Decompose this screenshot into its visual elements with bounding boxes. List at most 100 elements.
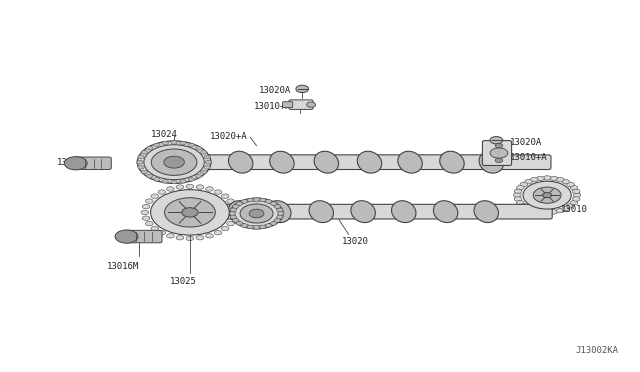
Circle shape: [171, 141, 177, 144]
Circle shape: [204, 155, 211, 159]
Ellipse shape: [269, 151, 294, 173]
Circle shape: [180, 179, 186, 183]
Circle shape: [141, 210, 148, 215]
Text: 13010+A: 13010+A: [510, 153, 548, 162]
Circle shape: [516, 186, 524, 190]
Circle shape: [230, 208, 236, 212]
FancyBboxPatch shape: [283, 102, 292, 108]
FancyBboxPatch shape: [124, 230, 162, 243]
Circle shape: [221, 194, 229, 198]
Circle shape: [227, 221, 234, 226]
Ellipse shape: [433, 201, 458, 222]
Circle shape: [171, 180, 177, 184]
Circle shape: [180, 141, 186, 145]
Text: 13024: 13024: [151, 130, 178, 139]
Circle shape: [276, 208, 283, 212]
Circle shape: [241, 200, 248, 203]
Circle shape: [158, 190, 166, 194]
Circle shape: [141, 150, 148, 154]
Circle shape: [145, 199, 153, 203]
Circle shape: [195, 174, 202, 178]
Ellipse shape: [228, 151, 253, 173]
FancyBboxPatch shape: [168, 204, 552, 219]
Circle shape: [147, 146, 153, 150]
Circle shape: [525, 206, 532, 211]
Circle shape: [307, 102, 316, 107]
Circle shape: [186, 184, 194, 189]
Ellipse shape: [351, 201, 376, 222]
Circle shape: [236, 202, 243, 205]
Text: J13002KA: J13002KA: [575, 346, 618, 355]
Circle shape: [515, 197, 522, 201]
Circle shape: [151, 227, 159, 231]
Text: 13020A: 13020A: [259, 86, 291, 95]
Circle shape: [205, 234, 213, 238]
Circle shape: [490, 137, 502, 144]
Circle shape: [490, 148, 508, 158]
Circle shape: [176, 185, 184, 189]
Ellipse shape: [474, 201, 499, 222]
Circle shape: [531, 208, 538, 213]
Circle shape: [232, 205, 239, 208]
Circle shape: [550, 176, 557, 180]
Ellipse shape: [314, 151, 339, 173]
Circle shape: [275, 205, 280, 208]
Circle shape: [495, 144, 502, 148]
Circle shape: [275, 219, 280, 222]
Text: 13016M: 13016M: [57, 158, 89, 167]
Circle shape: [276, 215, 283, 219]
Circle shape: [537, 210, 544, 214]
Circle shape: [230, 216, 237, 220]
Circle shape: [516, 201, 524, 205]
Circle shape: [204, 166, 211, 169]
Circle shape: [150, 190, 229, 235]
Text: 13010: 13010: [561, 205, 588, 214]
Text: 13010+A: 13010+A: [254, 102, 291, 110]
Circle shape: [271, 221, 276, 225]
FancyBboxPatch shape: [289, 100, 313, 109]
Circle shape: [182, 208, 198, 217]
Circle shape: [543, 176, 551, 180]
Circle shape: [230, 204, 237, 209]
Circle shape: [562, 180, 570, 184]
Circle shape: [260, 225, 266, 229]
Circle shape: [266, 200, 272, 203]
Circle shape: [195, 146, 202, 150]
Circle shape: [141, 170, 148, 174]
Ellipse shape: [479, 151, 504, 173]
Circle shape: [151, 149, 197, 175]
Circle shape: [231, 210, 239, 215]
Text: 13020A: 13020A: [510, 138, 543, 147]
Circle shape: [573, 193, 580, 198]
Circle shape: [572, 197, 580, 201]
Text: 13016M: 13016M: [107, 262, 140, 271]
Circle shape: [151, 194, 159, 198]
Circle shape: [241, 224, 248, 227]
Circle shape: [137, 141, 211, 183]
Circle shape: [236, 221, 243, 225]
Circle shape: [154, 177, 160, 181]
Circle shape: [566, 182, 574, 187]
Text: 13020+A: 13020+A: [209, 132, 247, 141]
Circle shape: [137, 160, 143, 164]
Ellipse shape: [309, 201, 333, 222]
Circle shape: [162, 179, 168, 183]
Circle shape: [543, 193, 552, 198]
Circle shape: [296, 85, 308, 93]
FancyBboxPatch shape: [483, 141, 511, 166]
Circle shape: [142, 216, 150, 220]
Circle shape: [520, 204, 527, 208]
Circle shape: [214, 231, 222, 235]
Circle shape: [188, 143, 195, 147]
Circle shape: [227, 199, 234, 203]
Circle shape: [142, 204, 150, 209]
Circle shape: [186, 236, 194, 241]
Circle shape: [205, 160, 211, 164]
Circle shape: [221, 227, 229, 231]
Circle shape: [520, 182, 527, 187]
Circle shape: [562, 206, 570, 211]
Circle shape: [525, 180, 532, 184]
Circle shape: [176, 235, 184, 240]
Circle shape: [247, 225, 253, 229]
Circle shape: [64, 157, 87, 170]
